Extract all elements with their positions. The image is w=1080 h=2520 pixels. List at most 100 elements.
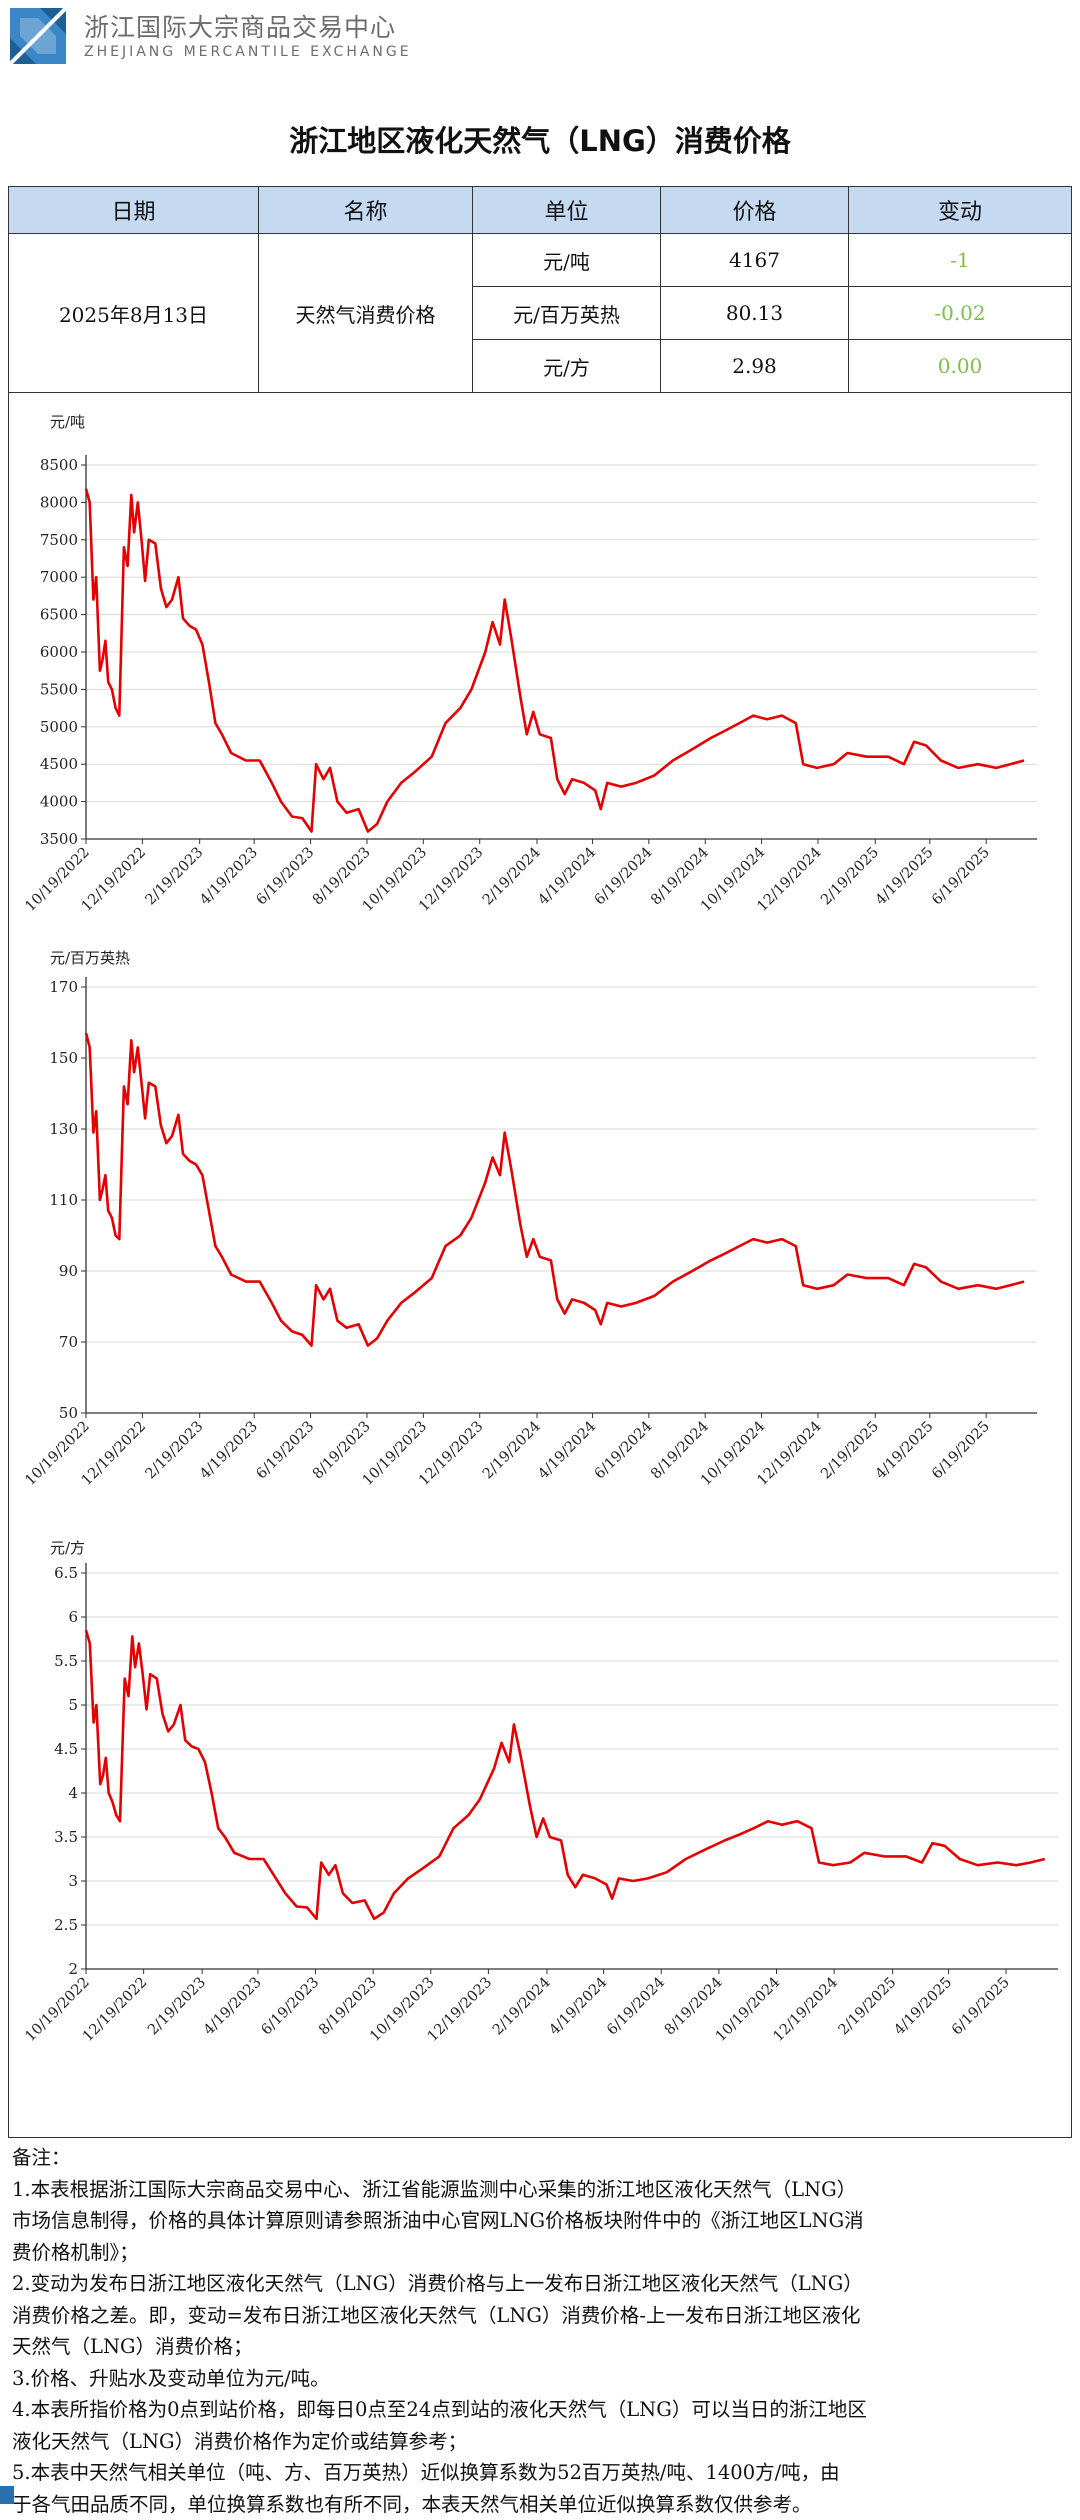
x-tick-label: 2/19/2023 <box>143 1419 207 1483</box>
notes-line: 天然气（LNG）消费价格； <box>12 2331 1072 2363</box>
x-tick-label: 4/19/2023 <box>197 845 261 909</box>
x-tick-label: 6/19/2025 <box>929 1419 993 1483</box>
name-cell: 天然气消费价格 <box>259 234 473 393</box>
x-tick-label: 4/19/2025 <box>873 845 937 909</box>
x-tick-label: 4/19/2024 <box>535 1419 599 1483</box>
notes-line: 5.本表中天然气相关单位（吨、方、百万英热）近似换算系数为52百万英热/吨、14… <box>12 2457 1072 2489</box>
unit-cell: 元/百万英热 <box>473 287 661 340</box>
y-tick-label: 70 <box>59 1333 78 1351</box>
date-cell: 2025年8月13日 <box>9 234 259 393</box>
x-tick-label: 4/19/2024 <box>547 1975 611 2039</box>
y-tick-label: 5 <box>68 1696 78 1714</box>
exchange-logo-icon <box>10 8 66 64</box>
y-tick-label: 5500 <box>40 680 78 698</box>
price-cell: 2.98 <box>661 340 849 393</box>
y-tick-label: 4 <box>68 1784 78 1802</box>
y-tick-label: 6000 <box>40 643 78 661</box>
header-unit: 单位 <box>473 187 661 234</box>
y-tick-label: 50 <box>59 1404 78 1422</box>
table-row: 2025年8月13日 天然气消费价格 元/吨 4167 -1 <box>9 234 1072 287</box>
chart-price-per-mmbtu: 元/百万英热50709011013015017010/19/202212/19/… <box>10 945 1070 1505</box>
notes-line: 1.本表根据浙江国际大宗商品交易中心、浙江省能源监测中心采集的浙江地区液化天然气… <box>12 2174 1072 2206</box>
x-tick-label: 6/19/2024 <box>592 845 656 909</box>
y-tick-label: 7000 <box>40 568 78 586</box>
y-tick-label: 6.5 <box>54 1564 78 1582</box>
y-axis-label: 元/吨 <box>50 413 85 431</box>
y-tick-label: 6500 <box>40 606 78 624</box>
org-name-cn: 浙江国际大宗商品交易中心 <box>84 8 396 44</box>
header-change: 变动 <box>849 187 1072 234</box>
y-tick-label: 6 <box>68 1608 78 1626</box>
price-cell: 4167 <box>661 234 849 287</box>
header-date: 日期 <box>9 187 259 234</box>
header-price: 价格 <box>661 187 849 234</box>
x-tick-label: 6/19/2025 <box>949 1975 1013 2039</box>
notes-line: 3.价格、升贴水及变动单位为元/吨。 <box>12 2363 1072 2395</box>
y-tick-label: 130 <box>49 1120 78 1138</box>
chart-price-per-ton: 元/吨 3500 4000 4500 5000 5500 6000 6500 7000 7500 8… <box>10 405 1070 945</box>
y-tick-label: 4.5 <box>54 1740 78 1758</box>
x-tick-label: 4/19/2025 <box>873 1419 937 1483</box>
y-tick-label: 2.5 <box>54 1916 78 1934</box>
y-tick-label: 4500 <box>40 755 78 773</box>
change-cell: -1 <box>849 234 1072 287</box>
y-tick-label: 7500 <box>40 531 78 549</box>
x-tick-label: 8/19/2023 <box>316 1975 380 2039</box>
y-tick-label: 8000 <box>40 493 78 511</box>
y-axis-label: 元/方 <box>50 1539 85 1557</box>
x-tick-label: 8/19/2024 <box>662 1975 726 2039</box>
x-tick-label: 4/19/2023 <box>201 1975 265 2039</box>
unit-cell: 元/方 <box>473 340 661 393</box>
price-cell: 80.13 <box>661 287 849 340</box>
x-tick-label: 2/19/2025 <box>836 1975 900 2039</box>
x-tick-label: 6/19/2023 <box>254 1419 318 1483</box>
x-tick-label: 6/19/2024 <box>604 1975 668 2039</box>
y-tick-label: 4000 <box>40 793 78 811</box>
x-tick-label: 6/19/2024 <box>592 1419 656 1483</box>
notes: 备注： 1.本表根据浙江国际大宗商品交易中心、浙江省能源监测中心采集的浙江地区液… <box>12 2142 1072 2520</box>
y-tick-label: 170 <box>49 978 78 996</box>
x-tick-label: 2/19/2025 <box>818 845 882 909</box>
change-cell: 0.00 <box>849 340 1072 393</box>
series-line <box>86 1033 1024 1346</box>
x-tick-label: 4/19/2023 <box>197 1419 261 1483</box>
org-name-en: ZHEJIANG MERCANTILE EXCHANGE <box>84 44 412 60</box>
y-tick-label: 110 <box>49 1191 78 1209</box>
notes-line: 2.变动为发布日浙江地区液化天然气（LNG）消费价格与上一发布日浙江地区液化天然… <box>12 2268 1072 2300</box>
y-tick-label: 3 <box>68 1872 78 1890</box>
x-tick-label: 4/19/2024 <box>535 845 599 909</box>
notes-line: 液化天然气（LNG）消费价格作为定价或结算参考； <box>12 2426 1072 2458</box>
x-tick-label: 2/19/2023 <box>143 845 207 909</box>
corner-mark-icon <box>0 2480 20 2508</box>
header: 浙江国际大宗商品交易中心 ZHEJIANG MERCANTILE EXCHANG… <box>0 0 1080 80</box>
y-tick-label: 5000 <box>40 718 78 736</box>
x-tick-label: 2/19/2025 <box>818 1419 882 1483</box>
x-tick-label: 2/19/2024 <box>480 845 544 909</box>
y-tick-label: 8500 <box>40 456 78 474</box>
notes-line: 市场信息制得，价格的具体计算原则请参照浙油中心官网LNG价格板块附件中的《浙江地… <box>12 2205 1072 2237</box>
notes-line: 4.本表所指价格为0点到站价格，即每日0点至24点到站的液化天然气（LNG）可以… <box>12 2394 1072 2426</box>
x-tick-label: 6/19/2025 <box>929 845 993 909</box>
y-tick-label: 2 <box>68 1960 78 1978</box>
page-title: 浙江地区液化天然气（LNG）消费价格 <box>0 118 1080 160</box>
y-tick-label: 150 <box>49 1049 78 1067</box>
header-name: 名称 <box>259 187 473 234</box>
notes-line: 费价格机制》； <box>12 2237 1072 2269</box>
table-header-row: 日期 名称 单位 价格 变动 <box>9 187 1072 234</box>
chart-price-per-cubic-meter: 元/方22.533.544.555.566.510/19/202212/19/2… <box>10 1525 1070 2135</box>
notes-line: 消费价格之差。即，变动=发布日浙江地区液化天然气（LNG）消费价格-上一发布日浙… <box>12 2300 1072 2332</box>
notes-line: 于各气田品质不同，单位换算系数也有所不同，本表天然气相关单位近似换算系数仅供参考… <box>12 2489 1072 2520</box>
y-tick-label: 5.5 <box>54 1652 78 1670</box>
unit-cell: 元/吨 <box>473 234 661 287</box>
x-tick-label: 2/19/2023 <box>145 1975 209 2039</box>
x-tick-label: 6/19/2023 <box>258 1975 322 2039</box>
series-line <box>86 1630 1045 1919</box>
y-axis-label: 元/百万英热 <box>50 949 130 967</box>
change-cell: -0.02 <box>849 287 1072 340</box>
y-tick-label: 90 <box>59 1262 78 1280</box>
price-table: 日期 名称 单位 价格 变动 2025年8月13日 天然气消费价格 元/吨 41… <box>8 186 1072 393</box>
y-tick-label: 3.5 <box>54 1828 78 1846</box>
x-tick-label: 2/19/2024 <box>480 1419 544 1483</box>
x-tick-label: 6/19/2023 <box>254 845 318 909</box>
y-tick-label: 3500 <box>40 830 78 848</box>
